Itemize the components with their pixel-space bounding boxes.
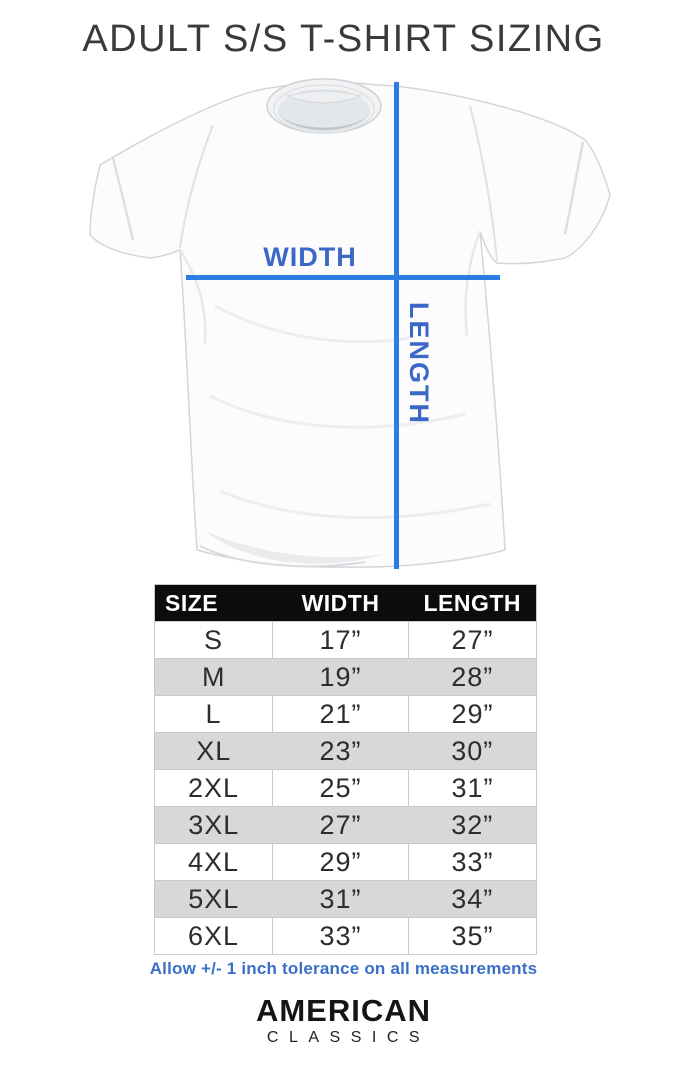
cell-width: 17” [272,621,409,659]
table-row: L 21” 29” [154,695,537,733]
cell-width: 19” [319,661,362,692]
cell-length: 34” [451,883,494,914]
column-header-length: LENGTH [408,584,537,622]
cell-size: 4XL [154,843,273,881]
size-table: SIZE WIDTH LENGTH S 17” 27” M 19” 28” L 21” 29” X… [154,584,537,955]
page-title: ADULT S/S T-SHIRT SIZING [82,18,605,60]
cell-size: 6XL [154,917,273,955]
brand-name-secondary: CLASSICS [266,1028,431,1046]
cell-width: 25” [272,769,409,807]
length-label: LENGTH [404,302,434,425]
table-row: M 19” 28” [154,658,537,696]
length-measure-line [394,82,399,569]
cell-length: 32” [451,809,494,840]
cell-length: 31” [408,769,537,807]
cell-width: 21” [272,695,409,733]
table-row: 4XL 29” 33” [154,843,537,881]
cell-length: 27” [408,621,537,659]
cell-width: 29” [272,843,409,881]
cell-size: L [154,695,273,733]
cell-size: M [202,661,226,692]
cell-width: 31” [319,883,362,914]
cell-length: 29” [408,695,537,733]
table-row: 3XL 27” 32” [154,806,537,844]
tolerance-note: Allow +/- 1 inch tolerance on all measur… [149,959,538,978]
cell-length: 33” [408,843,537,881]
cell-size: 3XL [188,809,240,840]
size-table-header-row: SIZE WIDTH LENGTH [154,584,537,622]
table-row: S 17” 27” [154,621,537,659]
table-row: 5XL 31” 34” [154,880,537,918]
table-row: 2XL 25” 31” [154,769,537,807]
column-header-width: WIDTH [272,584,409,622]
brand-logo: AMERICAN CLASSICS [0,993,687,1047]
size-table-body: S 17” 27” M 19” 28” L 21” 29” XL 23” 30” 2XL 25” 31” 3X… [154,621,537,955]
width-label: WIDTH [263,242,357,272]
cell-width: 33” [272,917,409,955]
brand-name-primary: AMERICAN [255,993,432,1028]
cell-length: 28” [451,661,494,692]
tshirt-photo [65,76,625,576]
cell-size: 2XL [154,769,273,807]
table-row: XL 23” 30” [154,732,537,770]
tshirt-illustration [89,78,611,568]
cell-width: 27” [319,809,362,840]
width-measure-line [186,275,500,280]
cell-width: 23” [319,735,362,766]
column-header-size: SIZE [154,584,273,622]
cell-length: 35” [408,917,537,955]
cell-size: XL [196,735,232,766]
cell-size: 5XL [188,883,240,914]
cell-size: S [154,621,273,659]
cell-length: 30” [451,735,494,766]
table-row: 6XL 33” 35” [154,917,537,955]
